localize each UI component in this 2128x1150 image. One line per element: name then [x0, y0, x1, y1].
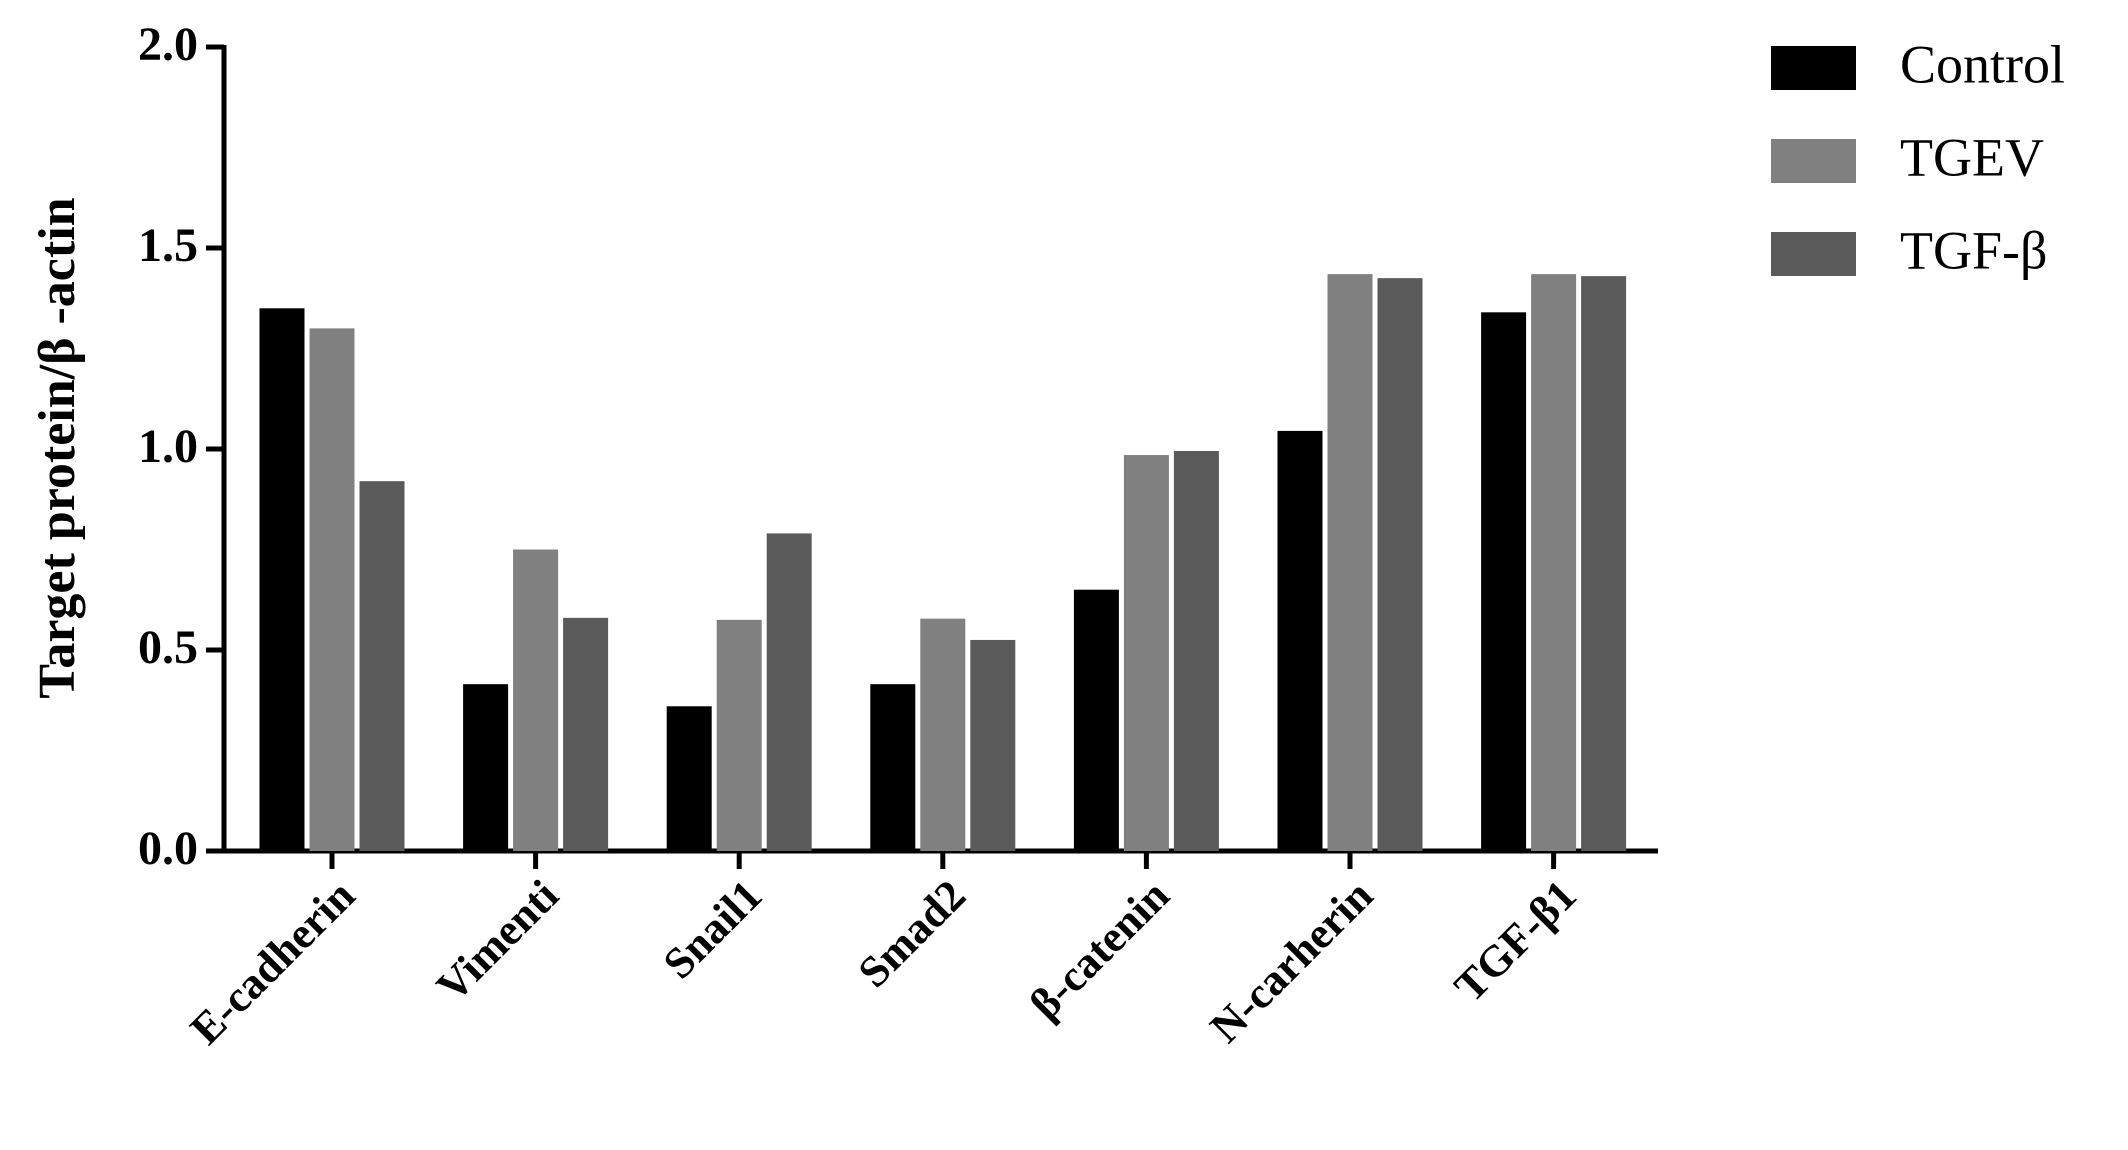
x-tick-label: Smad2 — [849, 871, 975, 997]
x-tick-label: β-catenin — [1020, 871, 1178, 1029]
bar — [309, 328, 355, 851]
bar — [766, 533, 812, 851]
legend-swatch — [1771, 232, 1856, 276]
bar — [666, 706, 712, 851]
x-tick-label: N-carherin — [1201, 871, 1383, 1053]
y-tick-label: 0.0 — [138, 822, 198, 875]
bar — [870, 684, 916, 851]
bar — [716, 619, 762, 851]
legend-swatch — [1771, 139, 1856, 183]
bar — [1277, 430, 1323, 851]
bar — [1531, 274, 1577, 851]
bar — [920, 618, 966, 851]
legend-label: TGEV — [1900, 127, 2044, 187]
bar — [563, 617, 609, 851]
bar — [970, 639, 1016, 851]
bar — [513, 549, 559, 851]
legend-label: TGF-β — [1900, 220, 2047, 280]
y-tick-label: 2.0 — [138, 18, 198, 71]
x-tick-label: Vimenti — [427, 871, 568, 1012]
bar — [259, 308, 305, 851]
x-tick-label: TGF-β1 — [1445, 871, 1586, 1012]
legend-label: Control — [1900, 34, 2065, 94]
y-tick-label: 0.5 — [138, 621, 198, 674]
y-tick-label: 1.0 — [138, 420, 198, 473]
bar — [463, 684, 509, 851]
bar — [1327, 274, 1373, 851]
x-tick-label: E-cadherin — [181, 871, 364, 1054]
bar — [1173, 451, 1219, 851]
bar — [1377, 278, 1423, 851]
y-tick-label: 1.5 — [138, 219, 198, 272]
bar — [1123, 455, 1169, 851]
bar — [1581, 276, 1627, 851]
bar — [359, 481, 405, 851]
bar — [1481, 312, 1527, 851]
y-axis-label: Target protein/β -actin — [29, 197, 86, 698]
legend-swatch — [1771, 46, 1856, 90]
bar — [1073, 589, 1119, 851]
x-tick-label: Snail1 — [654, 871, 772, 989]
